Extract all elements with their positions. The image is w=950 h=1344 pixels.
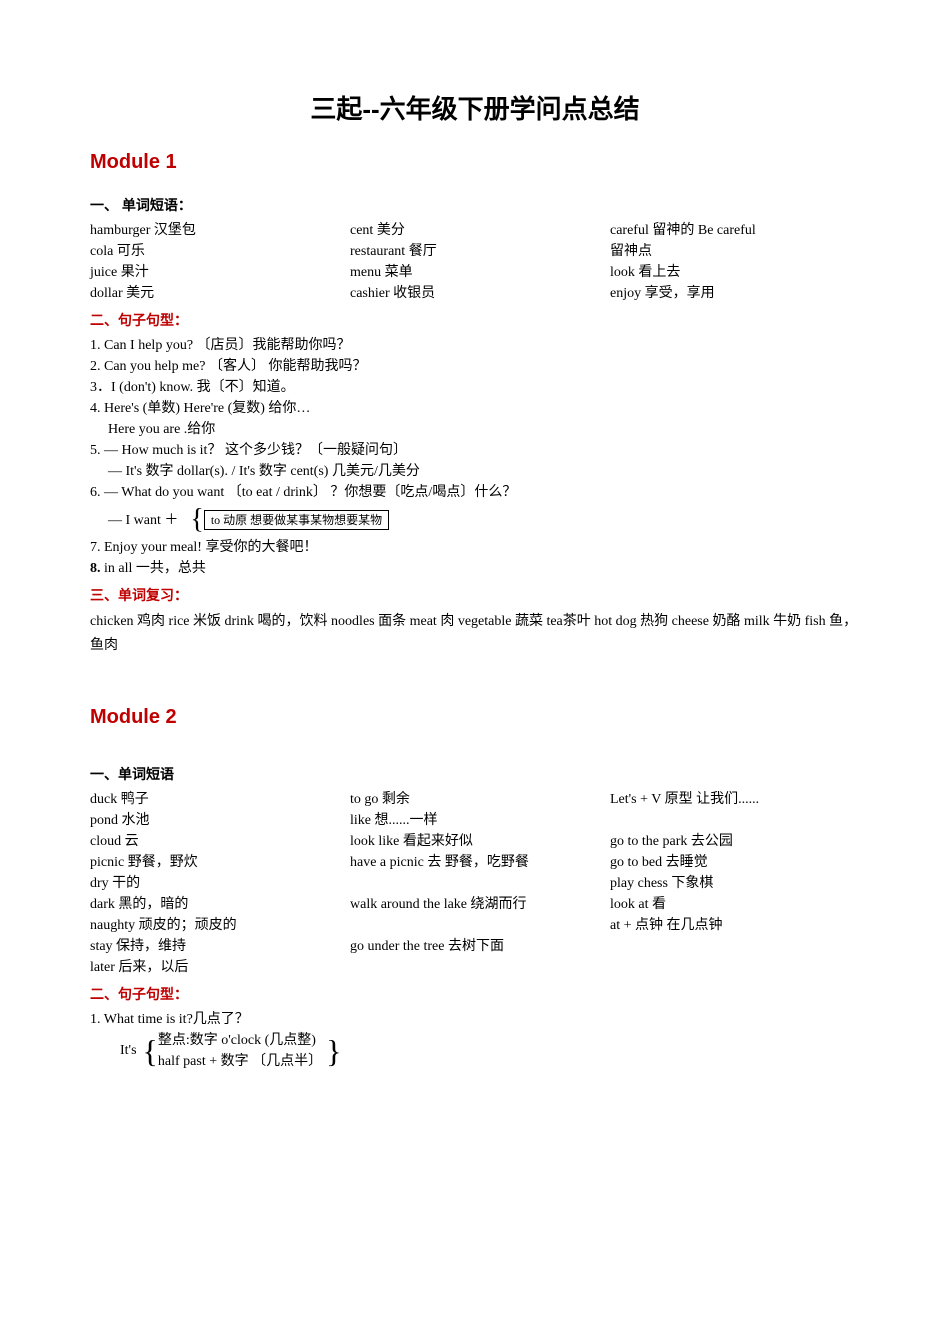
- vocab-item: dollar 美元: [90, 283, 340, 304]
- module1-sentences: 1. Can I help you? 〔店员〕我能帮助你吗？ 2. Can yo…: [90, 335, 860, 579]
- vocab-item: [610, 810, 860, 831]
- vocab-item: juice 果汁: [90, 262, 340, 283]
- vocab-item: like 想......一样: [350, 810, 600, 831]
- vocab-item: [350, 873, 600, 894]
- module1-section1-heading: 一、 单词短语：: [90, 195, 860, 216]
- sentence-item: 5. — How much is it？ 这个多少钱？〔一般疑问句〕: [90, 440, 860, 461]
- sentence-item: Here you are .给你: [90, 419, 860, 440]
- brace-right-icon: }: [326, 1037, 341, 1066]
- module1-vocab: hamburger 汉堡包 cola 可乐 juice 果汁 dollar 美元…: [90, 220, 860, 304]
- vocab-item: look 看上去: [610, 262, 860, 283]
- sentence-item: 2. Can you help me? 〔客人〕 你能帮助我吗？: [90, 356, 860, 377]
- vocab-item: cent 美分: [350, 220, 600, 241]
- vocab-item: careful 留神的 Be careful: [610, 220, 860, 241]
- module2-heading: Module 2: [90, 702, 860, 732]
- sentence-item: 6. — What do you want 〔to eat / drink〕 ？…: [90, 482, 860, 503]
- vocab-item: [350, 915, 600, 936]
- iwant-prefix: — I want ＋: [108, 510, 178, 531]
- vocab-item: at + 点钟 在几点钟: [610, 915, 860, 936]
- vocab-item: go to the park 去公园: [610, 831, 860, 852]
- vocab-item: hamburger 汉堡包: [90, 220, 340, 241]
- sentence-item: 7. Enjoy your meal! 享受你的大餐吧！: [90, 537, 860, 558]
- vocab-item: look like 看起来好似: [350, 831, 600, 852]
- vocab-item: picnic 野餐，野炊: [90, 852, 340, 873]
- vocab-item: restaurant 餐厅: [350, 241, 600, 262]
- vocab-item: to go 剩余: [350, 789, 600, 810]
- sentence-item: 4. Here's (单数) Here're (复数) 给你…: [90, 398, 860, 419]
- module2-sentences: 1. What time is it?几点了？ It's { 整点:数字 o'c…: [90, 1009, 860, 1072]
- vocab-item: have a picnic 去 野餐，吃野餐: [350, 852, 600, 873]
- vocab-col-1: hamburger 汉堡包 cola 可乐 juice 果汁 dollar 美元: [90, 220, 340, 304]
- sentence-item: 3．I (don't) know. 我〔不〕知道。: [90, 377, 860, 398]
- vocab-item: 留神点: [610, 241, 860, 262]
- vocab-item: dark 黑的，暗的: [90, 894, 340, 915]
- vocab-item: walk around the lake 绕湖而行: [350, 894, 600, 915]
- vocab-item: dry 干的: [90, 873, 340, 894]
- sentence-item: 1. What time is it?几点了？: [90, 1009, 860, 1030]
- vocab-col-2: cent 美分 restaurant 餐厅 menu 菜单 cashier 收银…: [350, 220, 600, 304]
- vocab-item: menu 菜单: [350, 262, 600, 283]
- sentence-item: 1. Can I help you? 〔店员〕我能帮助你吗？: [90, 335, 860, 356]
- vocab-item: duck 鸭子: [90, 789, 340, 810]
- time-line-1: 整点:数字 o'clock (几点整): [158, 1030, 322, 1051]
- module2-section1-heading: 一、单词短语: [90, 764, 860, 785]
- vocab-item: Let's + V 原型 让我们......: [610, 789, 860, 810]
- vocab-col-3: careful 留神的 Be careful 留神点 look 看上去 enjo…: [610, 220, 860, 304]
- page-title: 三起--六年级下册学问点总结: [90, 90, 860, 129]
- brace-left-icon: {: [190, 509, 203, 531]
- module2-section2-heading: 二、句子句型：: [90, 984, 860, 1005]
- iwant-box: to 动原 想要做某事某物想要某物: [204, 510, 389, 530]
- module1-heading: Module 1: [90, 147, 860, 177]
- sentence-item-iwant: — I want ＋ { to 动原 想要做某事某物想要某物: [90, 509, 860, 531]
- vocab-item: enjoy 享受，享用: [610, 283, 860, 304]
- vocab-item: stay 保持，维持: [90, 936, 340, 957]
- vocab-item: cashier 收银员: [350, 283, 600, 304]
- vocab-item: look at 看: [610, 894, 860, 915]
- sentence-item-text: in all 一共，总共: [101, 561, 206, 576]
- brace-left-icon: {: [143, 1037, 158, 1066]
- time-block: It's { 整点:数字 o'clock (几点整) half past + 数…: [90, 1030, 860, 1072]
- module1-section3-heading: 三、单词复习：: [90, 585, 860, 606]
- time-line-2: half past + 数字 〔几点半〕: [158, 1051, 322, 1072]
- vocab-col-2: to go 剩余 like 想......一样 look like 看起来好似 …: [350, 789, 600, 978]
- module2-vocab: duck 鸭子 pond 水池 cloud 云 picnic 野餐，野炊 dry…: [90, 789, 860, 978]
- module1-review: chicken 鸡肉 rice 米饭 drink 喝的，饮料 noodles 面…: [90, 610, 860, 658]
- sentence-item: — It's 数字 dollar(s). / It's 数字 cent(s) 几…: [90, 461, 860, 482]
- vocab-item: naughty 顽皮的；顽皮的: [90, 915, 340, 936]
- sentence-item: 8. in all 一共，总共: [90, 558, 860, 579]
- its-prefix: It's: [120, 1040, 137, 1061]
- vocab-item: play chess 下象棋: [610, 873, 860, 894]
- vocab-col-3: Let's + V 原型 让我们...... go to the park 去公…: [610, 789, 860, 978]
- sentence-item-num: 8.: [90, 561, 101, 576]
- vocab-col-1: duck 鸭子 pond 水池 cloud 云 picnic 野餐，野炊 dry…: [90, 789, 340, 978]
- vocab-item: go to bed 去睡觉: [610, 852, 860, 873]
- vocab-item: later 后来，以后: [90, 957, 340, 978]
- vocab-item: cola 可乐: [90, 241, 340, 262]
- vocab-item: pond 水池: [90, 810, 340, 831]
- vocab-item: [350, 957, 600, 978]
- vocab-item: go under the tree 去树下面: [350, 936, 600, 957]
- vocab-item: cloud 云: [90, 831, 340, 852]
- module1-section2-heading: 二、句子句型：: [90, 310, 860, 331]
- time-lines: 整点:数字 o'clock (几点整) half past + 数字 〔几点半〕: [158, 1030, 322, 1072]
